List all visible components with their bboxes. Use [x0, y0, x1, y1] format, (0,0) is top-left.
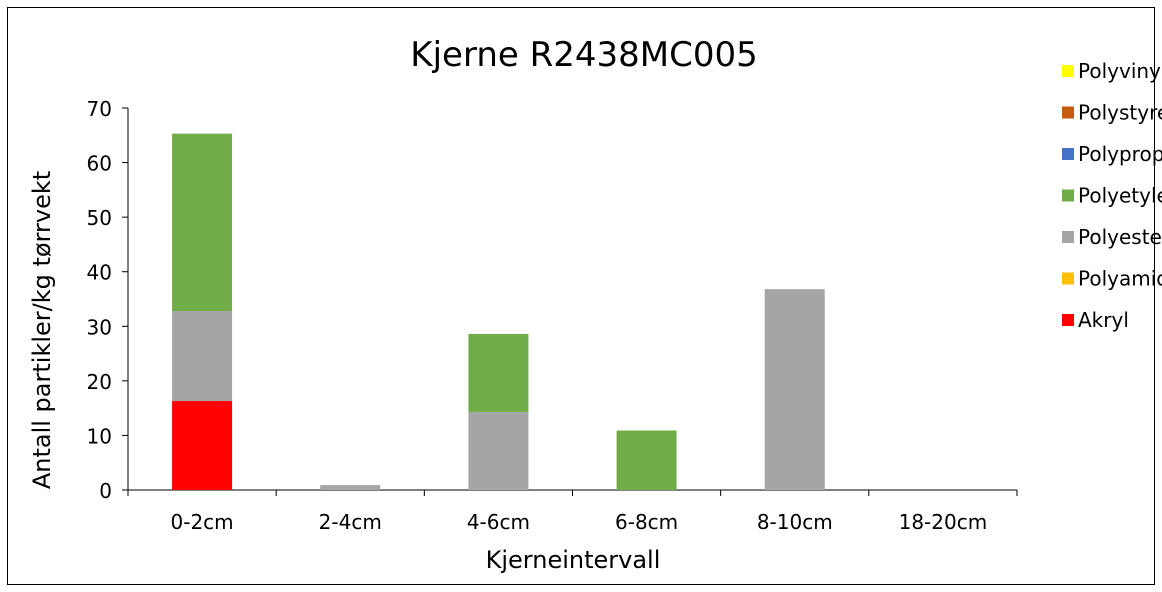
x-tick-label: 6-8cm	[615, 510, 678, 534]
legend-swatch	[1062, 231, 1074, 243]
bar-segment-polyetylen-6-8cm	[616, 430, 677, 490]
x-tick-label: 0-2cm	[171, 510, 234, 534]
chart-title: Kjerne R2438MC005	[410, 35, 757, 75]
bar-segment-polyester-4-6cm	[468, 411, 529, 490]
legend-swatch	[1062, 314, 1074, 326]
legend-label: Akryl	[1078, 308, 1129, 332]
x-tick-label: 18-20cm	[899, 510, 988, 534]
bar-segment-akryl-0-2cm	[172, 401, 233, 490]
bar-segment-polyester-0-2cm	[172, 311, 233, 402]
x-tick-label: 2-4cm	[319, 510, 382, 534]
y-tick-label: 60	[87, 152, 112, 176]
legend-swatch	[1062, 148, 1074, 160]
x-axis-title: Kjerneintervall	[486, 546, 661, 574]
y-tick-label: 0	[99, 479, 112, 503]
bar-segment-polyetylen-4-6cm	[468, 333, 529, 412]
legend-label: Polyetylen	[1078, 184, 1162, 208]
legend-label: Polyester	[1078, 225, 1162, 249]
legend-swatch	[1062, 272, 1074, 285]
x-tick-label: 4-6cm	[467, 510, 530, 534]
y-tick-label: 30	[87, 315, 112, 339]
legend-label: Polyamid	[1078, 267, 1162, 291]
y-tick-label: 10	[87, 424, 112, 448]
legend-label: Polyvinylklorid	[1078, 59, 1162, 83]
legend-label: Polypropylen	[1078, 142, 1162, 166]
legend-swatch	[1062, 65, 1074, 77]
y-tick-label: 40	[87, 261, 112, 285]
legend-label: Polystyren	[1078, 101, 1162, 125]
x-tick-label: 8-10cm	[757, 510, 833, 534]
y-tick-label: 70	[87, 97, 112, 121]
legend-swatch	[1062, 106, 1074, 119]
y-tick-label: 50	[87, 206, 112, 230]
y-axis-title: Antall partikler/kg tørrvekt	[28, 171, 56, 489]
bar-segment-polyester-8-10cm	[764, 289, 825, 490]
y-tick-label: 20	[87, 370, 112, 394]
bar-segment-polyetylen-0-2cm	[172, 133, 233, 312]
bar-segment-polyester-2-4cm	[320, 485, 381, 490]
legend-swatch	[1062, 189, 1074, 202]
